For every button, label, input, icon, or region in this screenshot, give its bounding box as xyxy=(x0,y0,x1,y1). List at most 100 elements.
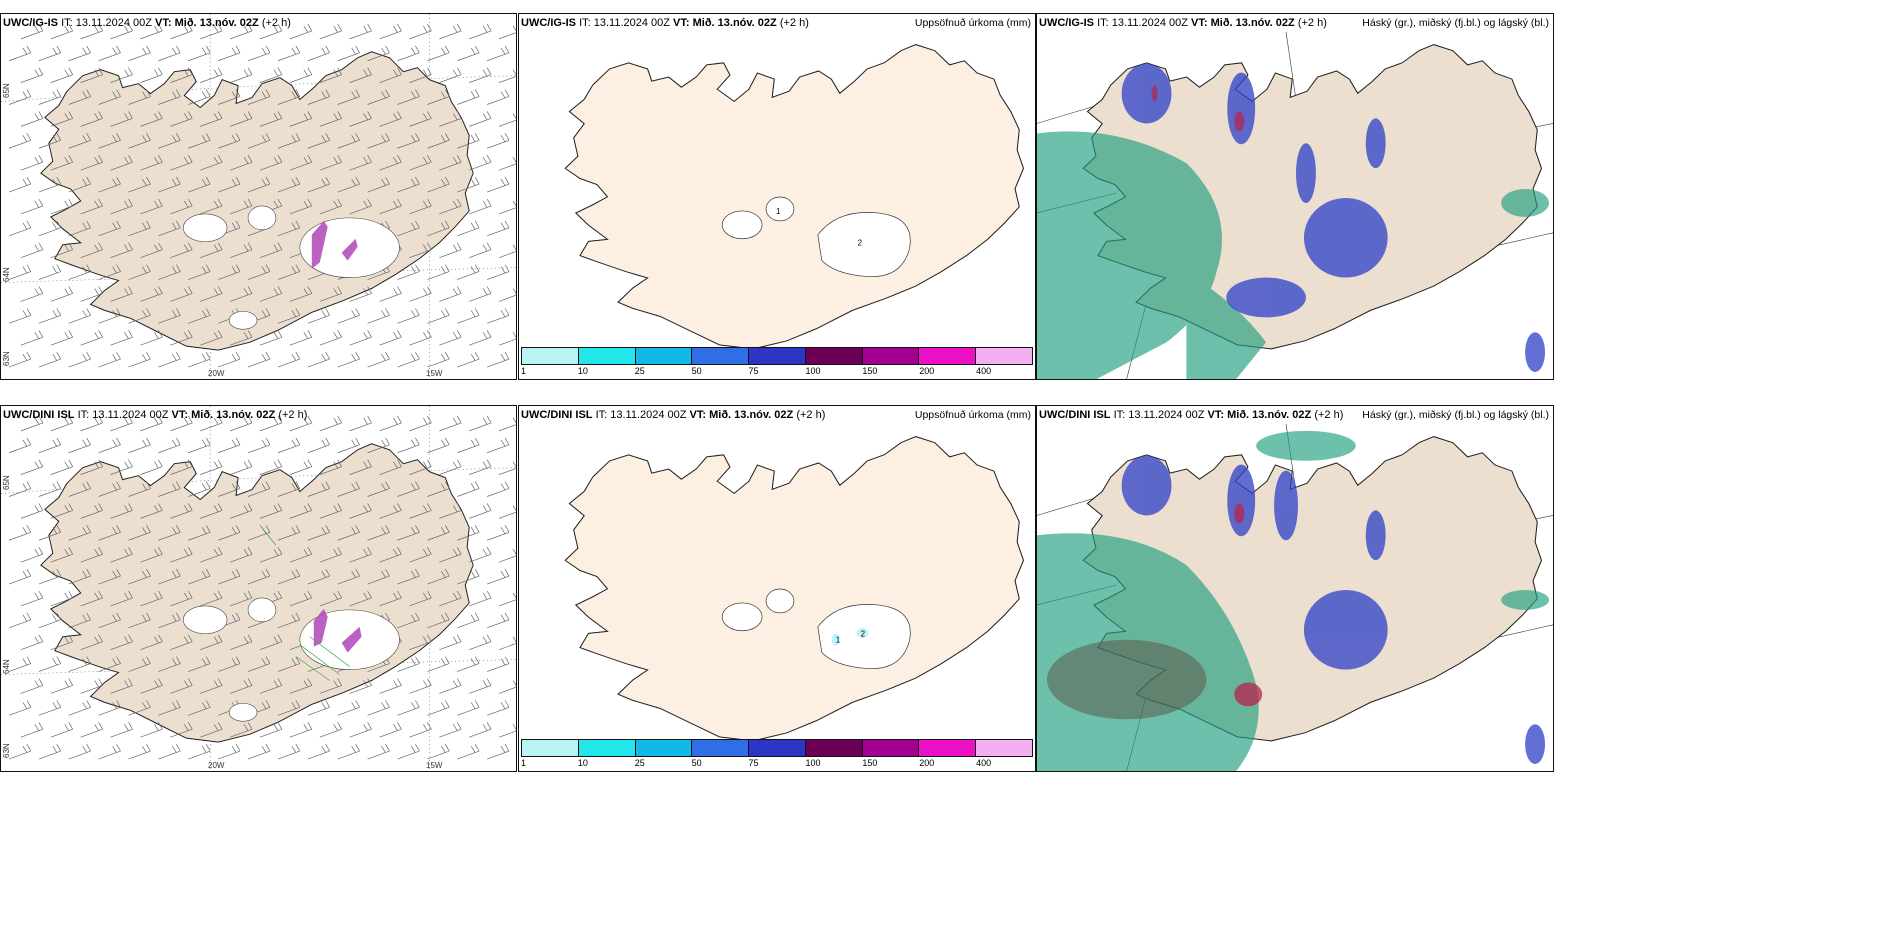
panel-wind-dini: UWC/DINI ISL IT: 13.11.2024 00Z VT: Mið.… xyxy=(0,405,517,772)
wind-barb xyxy=(439,111,462,127)
wind-barb xyxy=(289,590,313,607)
wind-barb xyxy=(80,330,103,346)
wind-barb xyxy=(80,459,103,475)
wind-barb xyxy=(229,722,253,738)
wind-barb xyxy=(80,286,103,302)
wind-barb xyxy=(307,481,331,497)
wind-barb xyxy=(337,437,360,454)
wind-barb xyxy=(409,111,432,127)
wind-barb xyxy=(409,286,432,302)
panel-title: Uppsöfnuð úrkoma (mm) xyxy=(914,409,1031,421)
wind-barb xyxy=(439,67,462,83)
wind-barb xyxy=(379,722,402,738)
colorbar-segment xyxy=(635,348,693,364)
wind-barb xyxy=(337,176,360,193)
wind-barb xyxy=(8,176,32,193)
wind-barb xyxy=(38,700,62,716)
colorbar-tick: 50 xyxy=(691,758,702,768)
wind-barb xyxy=(486,700,510,716)
model-name: UWC/DINI ISL xyxy=(1039,409,1111,421)
lead-time: (+2 h) xyxy=(779,17,809,29)
wind-barb xyxy=(379,330,402,346)
wind-barb xyxy=(188,45,211,62)
wind-barb xyxy=(98,264,121,280)
init-time: IT: 13.11.2024 00Z xyxy=(579,17,670,29)
wind-barb xyxy=(247,656,271,672)
wind-barb xyxy=(289,111,313,127)
precip-hatch xyxy=(311,220,358,269)
wind-barb xyxy=(170,23,193,40)
precip-map: 1 2 xyxy=(564,436,1025,742)
wind-barb xyxy=(98,89,121,105)
wind-barb xyxy=(409,590,432,607)
wind-barb xyxy=(170,198,193,215)
wind-barb xyxy=(218,568,241,585)
wind-barb xyxy=(486,89,510,105)
wind-barb xyxy=(367,437,390,454)
wind-barb xyxy=(229,590,253,607)
wind-barb xyxy=(98,133,121,149)
wind-map xyxy=(1,406,516,771)
wind-barb xyxy=(247,264,271,280)
wind-barb xyxy=(349,722,372,738)
wind-barb xyxy=(277,656,301,672)
wind-barb xyxy=(379,155,402,171)
wind-barb xyxy=(397,656,420,672)
panel-header: UWC/IG-IS IT: 13.11.2024 00Z VT: Mið. 13… xyxy=(3,17,512,29)
wind-barb xyxy=(469,634,492,650)
wind-barb xyxy=(427,351,450,368)
colorbar-segment xyxy=(976,348,1033,364)
wind-barb xyxy=(486,743,510,760)
mid-cloud xyxy=(1121,63,1546,373)
wind-barb xyxy=(319,198,342,215)
wind-barb xyxy=(439,678,462,694)
wind-barb xyxy=(98,176,121,193)
wind-barb xyxy=(259,634,283,650)
wind-barb xyxy=(158,220,181,237)
wind-barb xyxy=(498,69,516,83)
wind-barb xyxy=(498,244,516,258)
wind-barb xyxy=(50,242,74,258)
wind-barb xyxy=(98,568,121,585)
wind-barb xyxy=(128,437,151,454)
wind-barb xyxy=(439,590,462,607)
wind-barb xyxy=(140,242,163,258)
wind-barb xyxy=(170,415,193,432)
wind-barb xyxy=(170,242,193,258)
wind-barb xyxy=(188,656,211,672)
wind-barb xyxy=(20,111,44,127)
colorbar-tick: 75 xyxy=(748,758,759,768)
wind-barb xyxy=(397,700,420,716)
wind-barb xyxy=(349,111,372,127)
colorbar-tick: 400 xyxy=(976,758,992,768)
wind-barb xyxy=(158,437,181,454)
wind-barb xyxy=(379,459,402,475)
wind-barb xyxy=(397,481,420,497)
cloud-map xyxy=(1037,423,1553,771)
wind-barb xyxy=(128,308,151,324)
wind-barb xyxy=(50,111,74,127)
wind-barb xyxy=(319,722,342,738)
wind-barb xyxy=(68,612,91,629)
wind-barb xyxy=(140,111,163,127)
colorbar-tick: 1 xyxy=(521,366,527,376)
wind-barb xyxy=(229,634,253,650)
wind-barb xyxy=(8,656,32,672)
wind-barb xyxy=(50,547,74,563)
wind-barb xyxy=(427,525,450,541)
wind-barb xyxy=(337,308,360,324)
wind-barb xyxy=(498,113,516,127)
wind-barb xyxy=(110,678,133,694)
wind-barb xyxy=(277,133,301,149)
panel-header: UWC/IG-IS IT: 13.11.2024 00Z VT: Mið. 13… xyxy=(1039,17,1549,29)
wind-barb xyxy=(486,656,510,672)
colorbar-tick: 10 xyxy=(577,366,588,376)
wind-barb xyxy=(397,568,420,585)
wind-barb xyxy=(229,678,253,694)
colorbar-tick: 150 xyxy=(862,366,878,376)
wind-barb xyxy=(38,351,62,368)
panel-cloud-igis: UWC/IG-IS IT: 13.11.2024 00Z VT: Mið. 13… xyxy=(1036,13,1554,380)
colorbar-segment xyxy=(578,740,636,756)
wind-barb xyxy=(128,220,151,237)
wind-barb xyxy=(367,45,390,62)
